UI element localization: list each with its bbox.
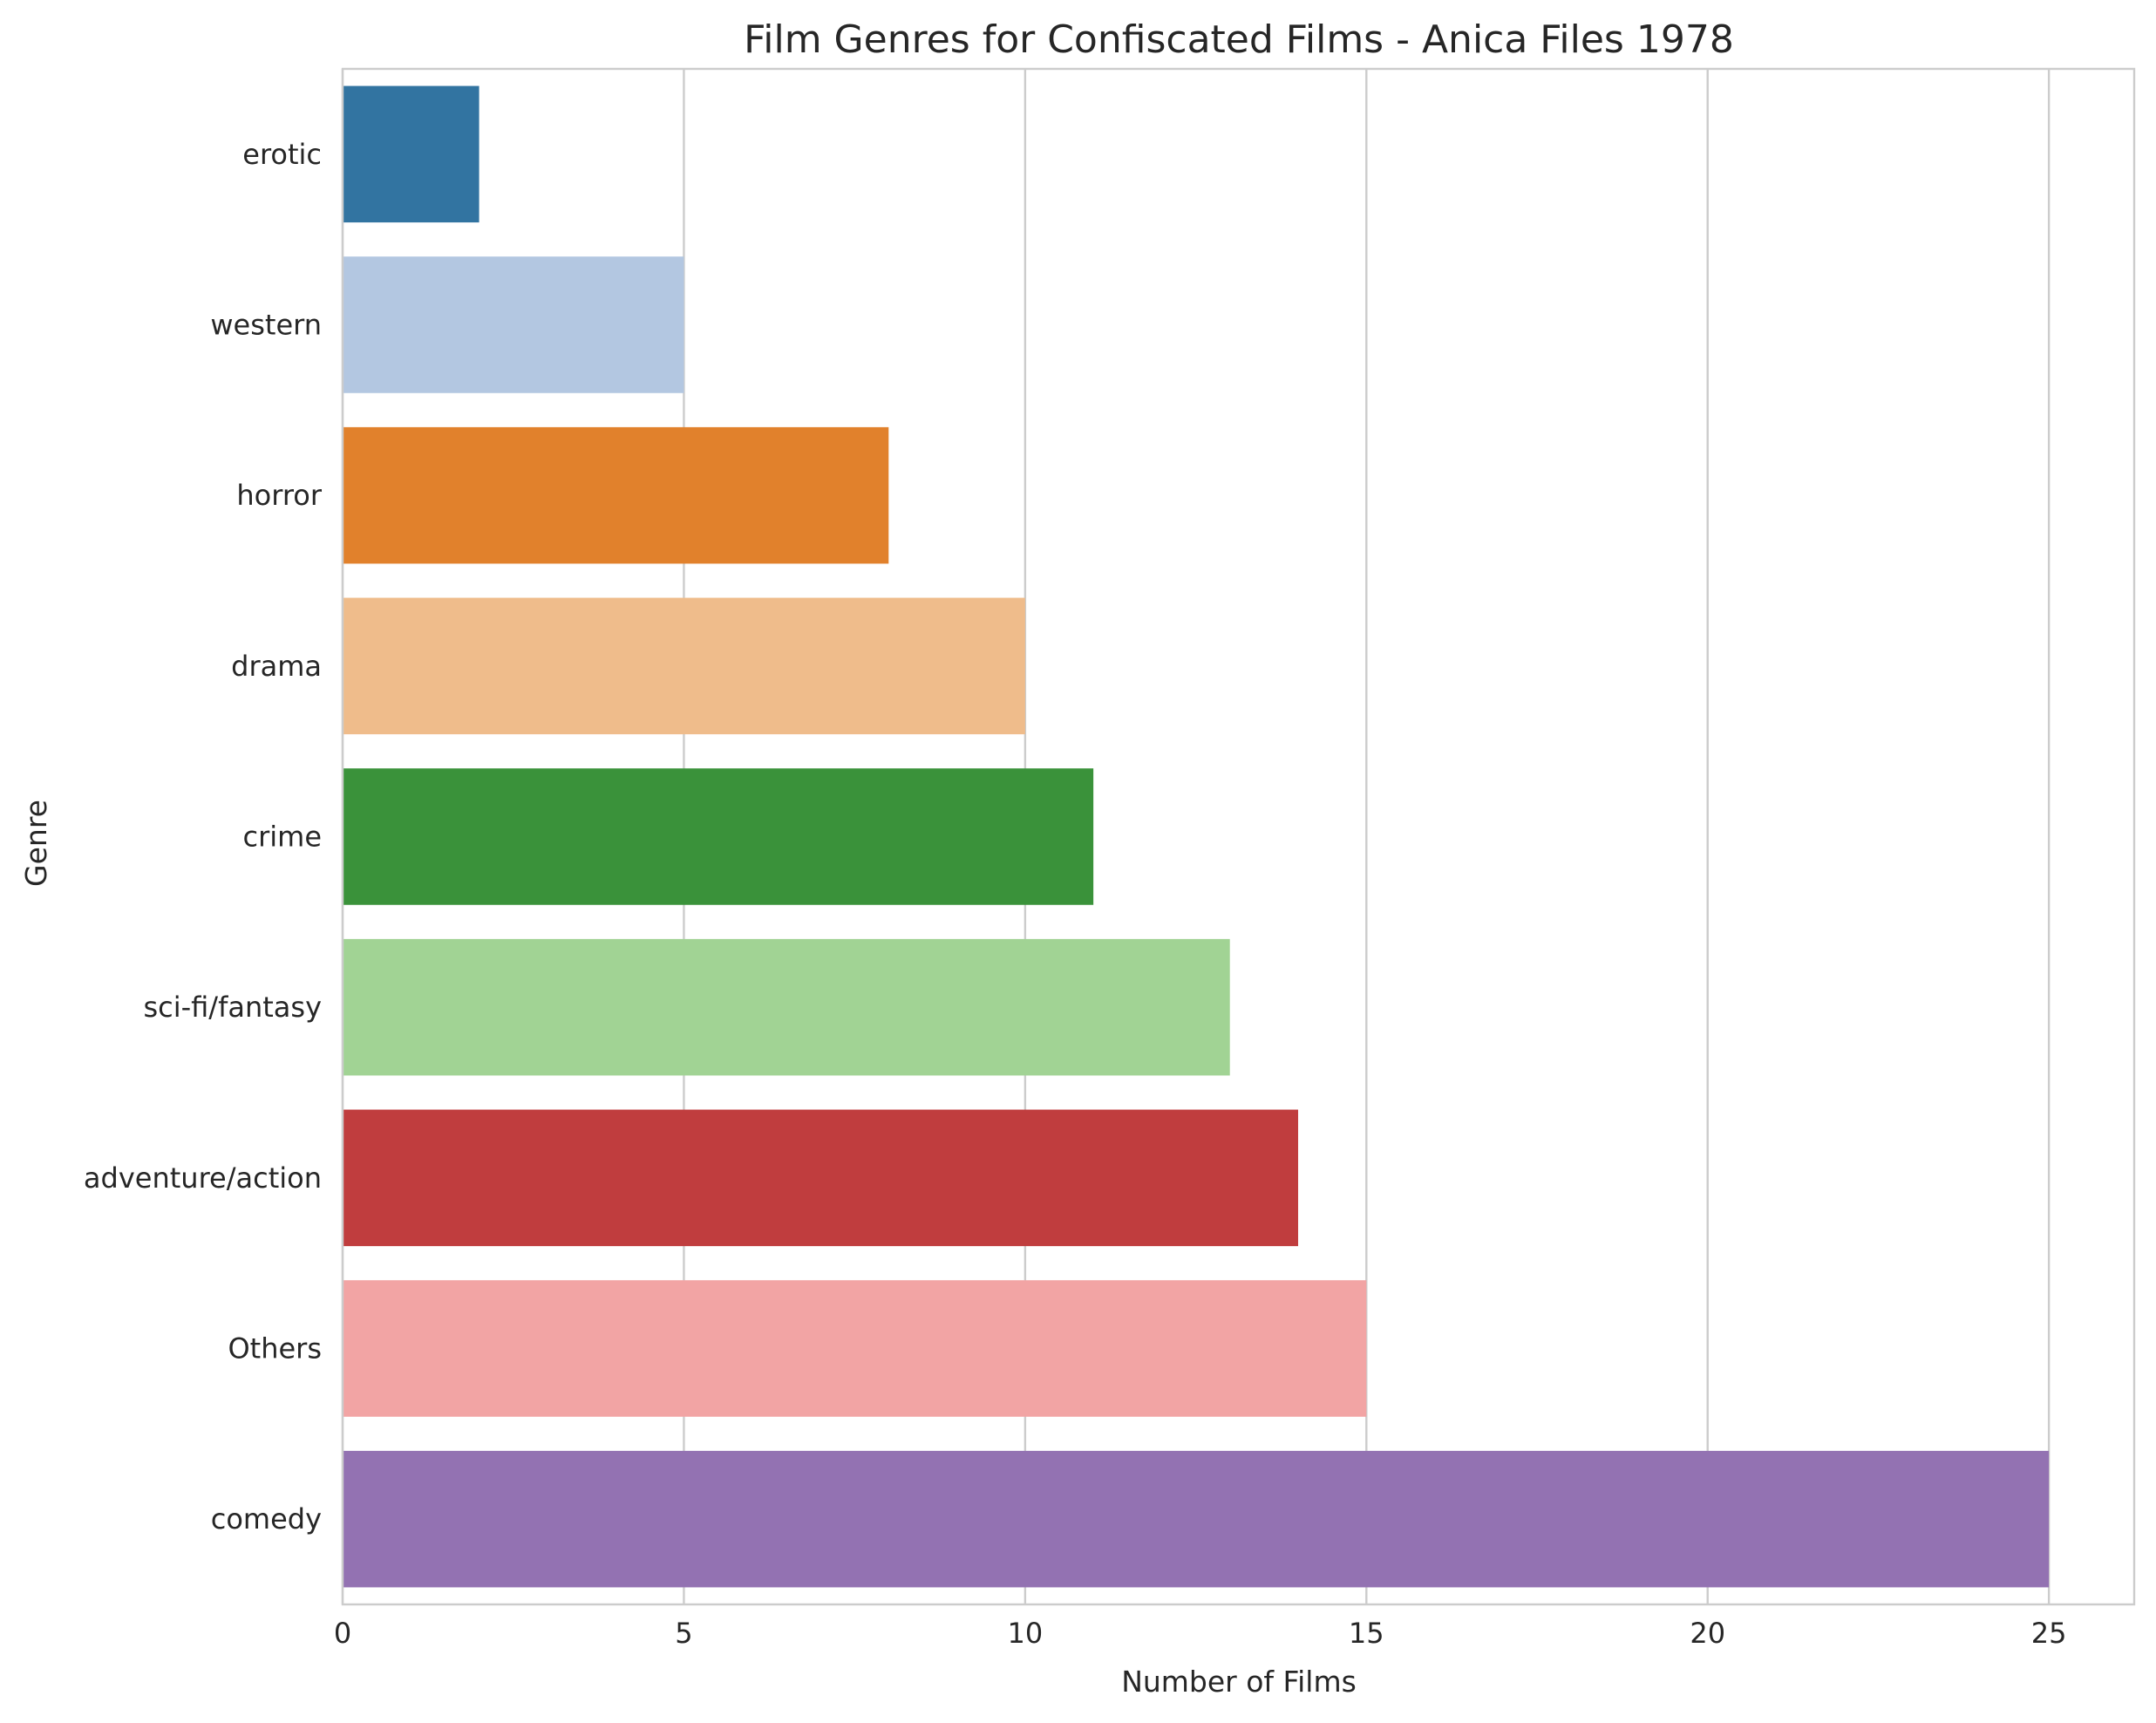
bar-comedy xyxy=(343,1450,2050,1588)
x-tick-label: 20 xyxy=(1690,1617,1725,1650)
bar-drama xyxy=(343,597,1025,735)
x-axis-label: Number of Films xyxy=(1121,1665,1357,1699)
x-tick-label: 25 xyxy=(2031,1617,2067,1650)
chart-title: Film Genres for Confiscated Films - Anic… xyxy=(744,17,1734,62)
y-tick-label: comedy xyxy=(211,1502,322,1536)
y-tick-label: erotic xyxy=(242,138,322,171)
y-axis-label: Genre xyxy=(19,800,53,887)
y-tick-label: crime xyxy=(243,821,323,854)
y-tick-label: sci-fi/fantasy xyxy=(143,991,322,1024)
bar-others xyxy=(343,1280,1367,1417)
bar-adventure-action xyxy=(343,1109,1298,1247)
plot-frame xyxy=(341,67,2136,1606)
bars xyxy=(343,85,2050,1588)
axes-frame xyxy=(341,67,2136,1606)
bar-horror xyxy=(343,426,889,564)
y-tick-label: drama xyxy=(231,650,322,683)
x-tick-label: 5 xyxy=(675,1617,692,1650)
y-tick-label: adventure/action xyxy=(84,1161,322,1195)
bar-sci-fi-fantasy xyxy=(343,938,1230,1076)
y-tick-label: horror xyxy=(236,479,322,512)
bar-western xyxy=(343,256,684,393)
x-tick-label: 0 xyxy=(334,1617,351,1650)
y-tick-label: western xyxy=(210,309,322,342)
bar-crime xyxy=(343,768,1094,905)
bar-erotic xyxy=(343,85,479,223)
x-tick-label: 15 xyxy=(1349,1617,1384,1650)
y-tick-label: Others xyxy=(228,1332,322,1365)
x-tick-labels: 0 5 10 15 20 25 xyxy=(334,1617,2067,1650)
y-tick-labels: erotic western horror drama crime sci-fi/fant… xyxy=(84,138,323,1536)
x-tick-label: 10 xyxy=(1007,1617,1043,1650)
